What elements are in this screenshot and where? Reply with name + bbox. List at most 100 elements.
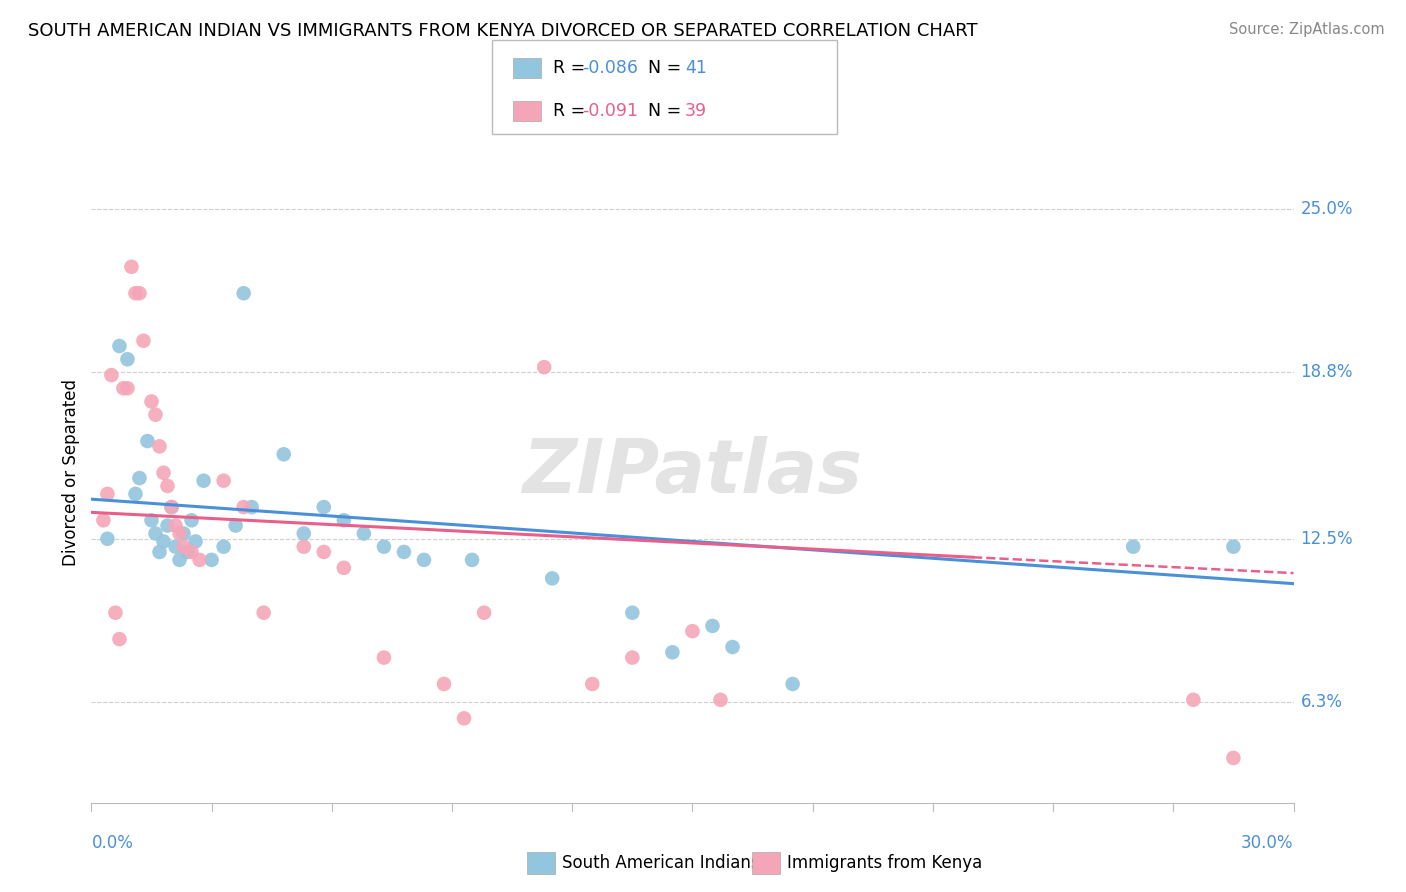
Point (253, 606, 276, 620)
Point (145, 526, 167, 541)
Point (132, 334, 155, 348)
Point (453, 711, 475, 725)
Point (117, 381, 139, 395)
Point (1222, 540, 1244, 554)
Text: Immigrants from Kenya: Immigrants from Kenya (787, 855, 983, 872)
Point (152, 534, 174, 549)
Point (124, 487, 146, 501)
Point (212, 474, 235, 488)
Point (141, 394, 163, 409)
Text: 25.0%: 25.0% (1301, 200, 1353, 218)
Point (709, 693, 731, 707)
Point (201, 553, 224, 567)
Text: N =: N = (637, 102, 686, 120)
Point (292, 526, 315, 541)
Point (152, 466, 174, 480)
Point (1182, 693, 1205, 707)
Point (117, 352, 139, 367)
Text: 6.3%: 6.3% (1301, 693, 1343, 712)
Text: N =: N = (637, 60, 686, 78)
Point (188, 553, 211, 567)
Point (333, 561, 356, 575)
Point (433, 677, 456, 691)
Point (273, 447, 295, 461)
Point (413, 553, 436, 567)
Point (581, 677, 603, 691)
Point (184, 534, 207, 549)
Text: SOUTH AMERICAN INDIAN VS IMMIGRANTS FROM KENYA DIVORCED OR SEPARATED CORRELATION: SOUTH AMERICAN INDIAN VS IMMIGRANTS FROM… (28, 22, 977, 40)
Point (782, 677, 804, 691)
Point (212, 540, 235, 554)
Point (681, 624, 703, 639)
Point (225, 518, 247, 533)
Point (373, 650, 395, 665)
Point (160, 500, 183, 514)
Point (145, 408, 167, 422)
Point (541, 571, 564, 585)
Point (108, 339, 131, 353)
Point (312, 545, 335, 559)
Point (121, 260, 143, 274)
Point (100, 368, 122, 382)
Point (156, 518, 179, 533)
Point (148, 439, 170, 453)
Text: 0.0%: 0.0% (91, 834, 134, 852)
Point (193, 474, 215, 488)
Point (124, 286, 146, 301)
Point (621, 606, 644, 620)
Point (661, 645, 683, 659)
Text: 41: 41 (685, 60, 707, 78)
Point (621, 650, 644, 665)
Text: 30.0%: 30.0% (1241, 834, 1294, 852)
Text: R =: R = (553, 60, 591, 78)
Y-axis label: Divorced or Separated: Divorced or Separated (62, 379, 80, 566)
Point (108, 632, 131, 646)
Text: -0.086: -0.086 (582, 60, 638, 78)
Point (232, 500, 254, 514)
Point (702, 619, 724, 633)
Text: Source: ZipAtlas.com: Source: ZipAtlas.com (1229, 22, 1385, 37)
Point (93, 513, 115, 527)
Point (169, 526, 191, 541)
Point (373, 540, 395, 554)
Point (165, 540, 187, 554)
Point (232, 286, 254, 301)
Text: ZIPatlas: ZIPatlas (523, 436, 862, 509)
Text: South American Indians: South American Indians (562, 855, 761, 872)
Point (533, 360, 555, 375)
Point (128, 471, 150, 485)
Point (96, 532, 118, 546)
Point (112, 381, 135, 395)
Point (141, 513, 163, 527)
Point (240, 500, 263, 514)
Point (169, 553, 191, 567)
Text: 39: 39 (685, 102, 707, 120)
Point (148, 545, 170, 559)
Point (312, 500, 335, 514)
Text: R =: R = (553, 102, 591, 120)
Point (165, 518, 187, 533)
Text: 18.8%: 18.8% (1301, 363, 1353, 382)
Point (96, 487, 118, 501)
Point (180, 545, 202, 559)
Point (180, 513, 202, 527)
Point (136, 434, 159, 448)
Point (160, 500, 183, 514)
Point (156, 479, 179, 493)
Point (721, 640, 744, 654)
Point (353, 526, 375, 541)
Point (1222, 751, 1244, 765)
Point (176, 545, 198, 559)
Point (104, 606, 127, 620)
Text: 12.5%: 12.5% (1301, 530, 1353, 548)
Point (333, 513, 356, 527)
Point (292, 540, 315, 554)
Point (472, 606, 495, 620)
Point (392, 545, 415, 559)
Point (173, 526, 195, 541)
Point (128, 286, 150, 301)
Point (173, 540, 195, 554)
Point (461, 553, 484, 567)
Point (1122, 540, 1144, 554)
Text: -0.091: -0.091 (582, 102, 638, 120)
